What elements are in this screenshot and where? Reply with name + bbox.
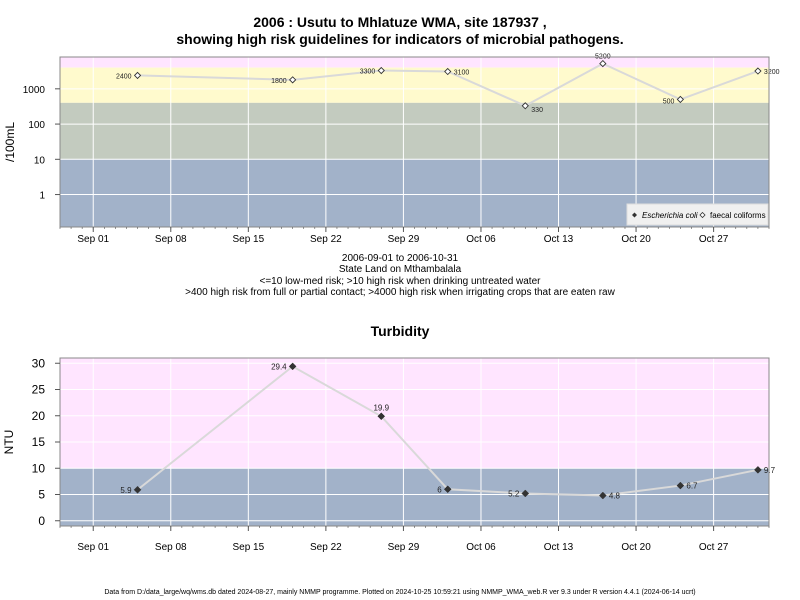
chart1-legend-faecal: faecal coliforms	[710, 211, 766, 220]
turbidity-point	[133, 485, 142, 494]
turbidity-point	[521, 489, 530, 498]
x-tick-label: Sep 15	[232, 234, 264, 245]
faecal-coliforms-data-label: 3200	[764, 69, 780, 76]
chart1-legend: Escherichia coli faecal coliforms	[626, 203, 769, 226]
x-tick-label: Sep 15	[232, 542, 264, 553]
faecal-coliforms-point	[599, 59, 607, 68]
faecal-coliforms-data-label: 2400	[116, 73, 132, 80]
turbidity-point	[288, 362, 297, 371]
x-tick-label: Oct 13	[544, 542, 574, 553]
y-tick-label: 0	[38, 514, 45, 528]
chart1-y-axis-label: /100mL	[3, 122, 17, 162]
y-tick-label: 20	[32, 409, 46, 423]
chart1-legend-box	[626, 203, 769, 226]
chart1-y-axis: 1 10 100 1000	[23, 85, 60, 202]
x-tick-label: Oct 27	[699, 542, 729, 553]
x-tick-label: Sep 08	[155, 234, 187, 245]
chart1-caption-dates: 2006-09-01 to 2006-10-31	[341, 253, 459, 264]
chart2-points: 5.9 29.4 19.9 6 5.2 4.8 6.7 9.7	[120, 362, 775, 500]
faecal-coliforms-data-label: 330	[531, 107, 543, 114]
chart2-series-line	[136, 365, 759, 497]
chart2-gridlines	[60, 358, 769, 526]
footer-note: Data from D:/data_large/wq/wms.db dated …	[104, 589, 696, 596]
y-tick-label: 10	[34, 155, 46, 166]
faecal-coliforms-point	[289, 76, 297, 84]
faecal-coliforms-data-label: 1800	[271, 78, 287, 85]
x-tick-label: Sep 29	[388, 234, 420, 245]
faecal-coliforms-point	[521, 102, 529, 110]
turbidity-data-label: 29.4	[271, 362, 287, 371]
chart1-caption-guideline-contact: >400 high risk from full or partial cont…	[185, 287, 615, 298]
turbidity-data-label: 6	[437, 485, 442, 494]
chart1-risk-bands	[60, 57, 769, 227]
turbidity-data-label: 6.7	[686, 482, 698, 491]
chart1-legend-marker-ecoli	[632, 212, 637, 218]
x-tick-label: Oct 06	[466, 234, 496, 245]
faecal-coliforms-data-label: 500	[663, 98, 675, 105]
chart1-legend-ecoli: Escherichia coli	[642, 211, 698, 220]
turbidity-point	[377, 412, 386, 421]
chart1-series-line	[137, 62, 759, 107]
y-tick-label: 10	[32, 461, 46, 475]
chart1-caption-site: State Land on Mthambalala	[338, 264, 462, 275]
turbidity-data-label: 5.2	[508, 489, 520, 498]
chart1-legend-marker-faecal	[699, 211, 706, 219]
band-high-turbidity	[60, 358, 769, 469]
faecal-coliforms-data-label: 3100	[454, 70, 470, 77]
turbidity-data-label: 5.9	[120, 486, 132, 495]
x-tick-label: Oct 27	[699, 234, 729, 245]
y-tick-label: 15	[32, 435, 46, 449]
chart2-y-axis-label: NTU	[2, 430, 16, 455]
y-tick-label: 5	[38, 488, 45, 502]
faecal-coliforms-point	[444, 67, 452, 76]
faecal-coliforms-point	[676, 95, 685, 104]
turbidity-data-label: 19.9	[373, 403, 389, 412]
turbidity-point	[598, 491, 607, 500]
faecal-coliforms-point	[133, 71, 142, 80]
y-tick-label: 30	[32, 356, 46, 370]
x-tick-label: Oct 20	[621, 542, 651, 553]
turbidity-point	[676, 481, 685, 490]
x-tick-label: Sep 08	[155, 542, 187, 553]
band-very-high-risk	[60, 57, 769, 68]
x-tick-label: Sep 29	[388, 542, 420, 553]
chart1-title-line2: showing high risk guidelines for indicat…	[176, 31, 624, 47]
x-tick-label: Sep 22	[310, 542, 342, 553]
chart2-turbidity: 5.9 29.4 19.9 6 5.2 4.8 6.7 9.7 0 5 10 15 20 25 30 Se…	[2, 356, 776, 553]
turbidity-point	[443, 485, 452, 494]
turbidity-data-label: 9.7	[764, 466, 776, 475]
x-tick-label: Oct 13	[544, 234, 574, 245]
chart1-gridlines	[60, 57, 769, 227]
turbidity-data-label: 4.8	[609, 492, 621, 501]
x-tick-label: Sep 01	[77, 542, 109, 553]
y-tick-label: 25	[32, 383, 46, 397]
y-tick-label: 1000	[23, 85, 46, 96]
band-high-drinking-risk	[60, 102, 769, 160]
chart1-x-axis: Sep 01 Sep 08 Sep 15 Sep 22 Sep 29 Oct 06 Oct …	[59, 226, 770, 245]
faecal-coliforms-point	[377, 66, 385, 75]
y-tick-label: 100	[28, 120, 45, 131]
chart2-x-axis: Sep 01 Sep 08 Sep 15 Sep 22 Sep 29 Oct 06 Oct …	[59, 525, 770, 553]
faecal-coliforms-point	[754, 67, 762, 75]
faecal-coliforms-line	[137, 62, 759, 107]
chart2-title: Turbidity	[370, 323, 430, 339]
chart2-y-axis: 0 5 10 15 20 25 30	[32, 356, 60, 528]
y-tick-label: 1	[39, 191, 45, 202]
band-low-turbidity	[60, 468, 769, 526]
chart1-title-line1: 2006 : Usutu to Mhlatuze WMA, site 18793…	[253, 14, 547, 30]
chart1-caption-guideline-drinking: <=10 low-med risk; >10 high risk when dr…	[259, 276, 541, 287]
x-tick-label: Sep 22	[310, 234, 342, 245]
chart2-risk-bands	[60, 358, 769, 526]
faecal-coliforms-data-label: 3300	[360, 69, 376, 76]
turbidity-point	[754, 465, 762, 474]
x-tick-label: Oct 20	[621, 234, 651, 245]
x-tick-label: Sep 01	[77, 234, 109, 245]
turbidity-line	[136, 365, 759, 497]
x-tick-label: Oct 06	[466, 542, 496, 553]
